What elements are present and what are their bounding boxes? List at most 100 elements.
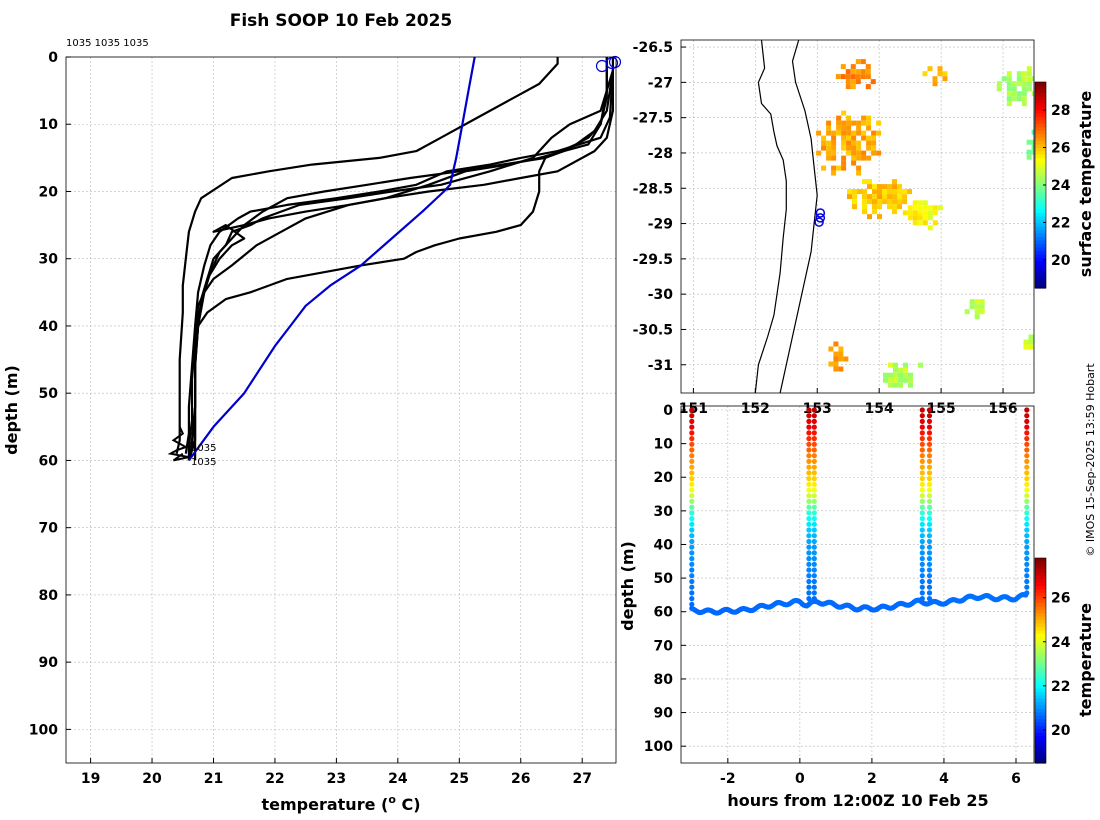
- sst-pixel: [870, 79, 876, 85]
- sst-pixel: [851, 155, 857, 161]
- sst-pixel: [897, 184, 902, 190]
- cast-point: [806, 510, 812, 516]
- cast-point: [1024, 521, 1030, 527]
- map-colorbar-label: surface temperature: [1076, 91, 1095, 278]
- cast-point: [919, 521, 925, 527]
- colorbar-segment: [1035, 602, 1046, 607]
- colorbar-segment: [1035, 130, 1046, 135]
- colorbar-segment: [1035, 239, 1046, 244]
- colorbar-tick-label: 20: [1051, 723, 1071, 739]
- cast-point: [811, 464, 817, 470]
- colorbar-tick-label: 26: [1051, 591, 1070, 607]
- map-x-tick-label: 152: [741, 401, 770, 417]
- colorbar-segment: [1035, 102, 1046, 107]
- colorbar-segment: [1035, 195, 1046, 200]
- cast-point: [811, 550, 817, 556]
- cast-point: [811, 424, 817, 430]
- sst-pixel: [996, 81, 1002, 87]
- map-y-tick-label: -31: [648, 358, 673, 374]
- map-ticks: 151152153154155156-26.5-27-27.5-28-28.5-…: [633, 40, 1018, 417]
- sst-pixel: [1026, 71, 1032, 77]
- section-y-tick-label: 20: [654, 470, 674, 486]
- colorbar-segment: [1035, 109, 1046, 114]
- cast-point: [811, 596, 817, 602]
- colorbar-segment: [1035, 739, 1046, 744]
- sst-pixel: [851, 130, 857, 136]
- cast-point: [806, 493, 812, 499]
- colorbar-segment: [1035, 622, 1046, 627]
- cast-point: [919, 430, 925, 436]
- sst-pixel: [922, 200, 928, 206]
- sst-pixel: [887, 184, 892, 190]
- cast-point: [811, 544, 817, 550]
- cast-point: [1024, 544, 1030, 550]
- section-x-tick-label: 0: [795, 771, 805, 787]
- sst-pixel: [833, 356, 839, 362]
- sst-pixel: [1021, 86, 1027, 92]
- section-y-tick-label: 80: [654, 672, 674, 688]
- cast-point: [689, 418, 695, 424]
- map-y-tick-label: -27: [648, 75, 673, 91]
- cast-point: [919, 533, 925, 539]
- profile-series: [167, 56, 614, 462]
- sst-pixel: [845, 74, 851, 80]
- sst-pixel: [862, 209, 867, 215]
- sst-pixel: [872, 184, 877, 190]
- cast-point: [926, 533, 933, 539]
- cast-point: [919, 498, 925, 504]
- colorbar-segment: [1035, 677, 1046, 682]
- sst-pixel: [851, 150, 857, 156]
- colorbar-segment: [1035, 728, 1046, 733]
- sst-pixel: [898, 382, 903, 388]
- sst-pixel: [922, 210, 928, 216]
- sst-pixel: [898, 372, 903, 378]
- sst-pixel: [838, 351, 844, 357]
- sst-pixel: [927, 225, 933, 231]
- sst-pixel: [979, 309, 985, 315]
- cast-point: [919, 544, 925, 550]
- section-x-tick-label: 6: [1011, 771, 1021, 787]
- sst-pixel: [888, 362, 893, 368]
- sst-pixel: [846, 140, 852, 146]
- sst-pixel: [897, 204, 902, 210]
- sst-pixel: [887, 199, 892, 205]
- profile-axes-frame: [65, 56, 617, 764]
- colorbar-segment: [1035, 599, 1046, 604]
- sst-pixel: [888, 372, 893, 378]
- sst-pixel: [872, 189, 877, 195]
- sst-pixel: [1021, 81, 1027, 87]
- cast-point: [811, 487, 817, 493]
- sst-pixel: [893, 372, 898, 378]
- cast-point: [806, 407, 812, 413]
- y-axis-label: depth (m): [2, 365, 21, 455]
- sst-pixel: [865, 64, 871, 70]
- sst-pixel: [1023, 339, 1029, 345]
- colorbar-segment: [1035, 698, 1046, 703]
- sst-pixel: [996, 86, 1002, 92]
- sst-pixel: [831, 140, 837, 146]
- colorbar-segment: [1035, 674, 1046, 679]
- cast-point: [919, 538, 925, 545]
- sst-pixel: [907, 215, 913, 221]
- sst-pixel: [856, 140, 862, 146]
- cast-point: [689, 464, 695, 470]
- sst-pixel: [831, 150, 837, 156]
- colorbar-segment: [1035, 718, 1046, 723]
- colorbar-segment: [1035, 588, 1046, 593]
- sst-pixel: [867, 214, 872, 220]
- cast-point: [926, 453, 933, 459]
- colorbar-segment: [1035, 202, 1046, 207]
- colorbar-segment: [1035, 147, 1046, 152]
- cast-point: [811, 441, 817, 447]
- cast-point: [926, 436, 933, 442]
- cast-point: [811, 493, 817, 499]
- cast-point: [806, 430, 812, 436]
- sst-pixel: [850, 79, 856, 85]
- section-y-axis-label: depth (m): [618, 541, 637, 631]
- cast-point: [689, 538, 695, 545]
- colorbar-segment: [1035, 243, 1046, 248]
- sst-pixel: [831, 130, 837, 136]
- colorbar-segment: [1035, 575, 1046, 580]
- section-y-tick-label: 90: [654, 706, 674, 722]
- sst-pixel: [903, 367, 908, 373]
